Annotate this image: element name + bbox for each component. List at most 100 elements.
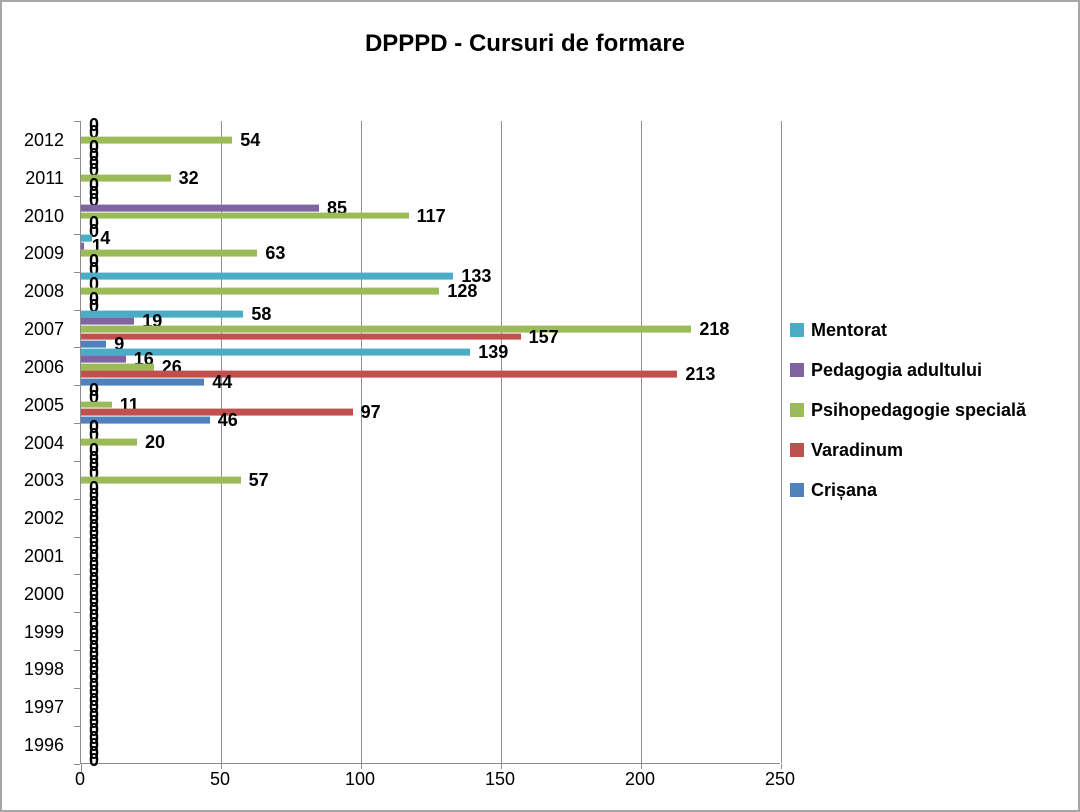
value-label: 0 <box>89 568 100 589</box>
value-label: 0 <box>89 500 100 521</box>
bar-slot: 0 <box>81 418 780 436</box>
bar-slot: 46 <box>81 411 780 429</box>
x-tick-label: 150 <box>484 769 516 789</box>
y-axis-tick <box>74 120 80 122</box>
gridline <box>220 121 222 763</box>
value-label: 0 <box>89 296 100 317</box>
bar-slot: 26 <box>81 358 780 376</box>
bar-slot: 0 <box>81 252 780 270</box>
legend-swatch-crisana-icon <box>790 483 804 497</box>
value-label: 0 <box>89 213 100 234</box>
value-label: 0 <box>89 515 100 536</box>
value-label: 0 <box>89 114 100 135</box>
x-axis-tick <box>220 764 222 769</box>
bar-slot: 0 <box>81 290 780 308</box>
value-label: 0 <box>89 447 100 468</box>
bar-slot: 0 <box>81 539 780 557</box>
bar-slot: 139 <box>81 343 780 361</box>
value-label: 157 <box>528 326 559 347</box>
x-tick-label: 0 <box>74 769 86 789</box>
x-axis-tick <box>360 764 362 769</box>
value-label: 0 <box>89 697 100 718</box>
bar-slot: 0 <box>81 479 780 497</box>
bar-slot: 157 <box>81 328 780 346</box>
y-axis-tick <box>74 725 80 727</box>
value-label: 0 <box>89 545 100 566</box>
bar-slot: 97 <box>81 403 780 421</box>
bar-slot: 1 <box>81 237 780 255</box>
bar-slot: 9 <box>81 335 780 353</box>
legend-label: Crișana <box>811 479 878 500</box>
category-row-2006: 139 16 26 213 44 <box>81 343 780 391</box>
bar-pedagogia-adultului <box>81 242 84 250</box>
value-label: 44 <box>212 371 233 392</box>
bar-slot: 0 <box>81 615 780 633</box>
bar-slot: 0 <box>81 736 780 754</box>
value-label: 117 <box>416 205 446 226</box>
bar-slot: 0 <box>81 585 780 603</box>
bar-slot: 58 <box>81 305 780 323</box>
year-label: 2011 <box>25 167 64 188</box>
bar-slot: 16 <box>81 350 780 368</box>
bar-slot: 0 <box>81 116 780 134</box>
bar-slot: 54 <box>81 131 780 149</box>
bar-psihopedagogie-speciala <box>81 212 409 219</box>
bar-varadinum <box>81 333 521 340</box>
bar-psihopedagogie-speciala <box>81 476 241 484</box>
legend-item-mentorat: Mentorat <box>790 310 1026 350</box>
value-label: 1 <box>91 235 102 256</box>
value-label: 9 <box>114 334 125 355</box>
bar-slot: 0 <box>81 161 780 179</box>
category-row-2011: 0 0 32 0 0 <box>81 154 780 202</box>
value-label: 0 <box>89 288 100 309</box>
bar-crisana <box>81 416 210 424</box>
bar-slot: 213 <box>81 365 780 383</box>
bar-pedagogia-adultului <box>81 204 319 212</box>
bar-psihopedagogie-speciala <box>81 439 137 446</box>
bar-varadinum <box>81 408 353 416</box>
bar-slot: 0 <box>81 176 780 194</box>
bar-crisana <box>81 378 205 386</box>
bar-slot: 0 <box>81 494 780 512</box>
value-label: 0 <box>89 576 100 597</box>
value-label: 0 <box>89 190 100 211</box>
bar-slot: 0 <box>81 623 780 641</box>
bar-slot: 44 <box>81 373 780 391</box>
value-label: 0 <box>89 145 100 166</box>
value-label: 0 <box>89 137 100 158</box>
bar-slot: 0 <box>81 638 780 656</box>
bar-slot: 133 <box>81 267 780 285</box>
x-axis-tick <box>640 764 642 769</box>
category-row-2009: 4 1 63 0 0 <box>81 229 780 278</box>
bar-slot: 0 <box>81 146 780 164</box>
y-axis-tick <box>74 498 80 500</box>
value-label: 0 <box>89 606 100 627</box>
value-label: 0 <box>89 152 100 173</box>
bar-slot: 57 <box>81 471 780 489</box>
bar-slot: 0 <box>81 653 780 671</box>
bar-slot: 0 <box>81 486 780 504</box>
legend-swatch-pedagogia-adultului-icon <box>790 363 804 377</box>
value-label: 0 <box>89 704 100 725</box>
year-label: 2004 <box>23 432 64 453</box>
bar-crisana <box>81 340 107 348</box>
year-label: 1997 <box>23 697 64 718</box>
legend-swatch-varadinum-icon <box>790 443 804 457</box>
year-label: 1998 <box>23 659 64 680</box>
value-label: 0 <box>89 417 100 438</box>
legend-label: Varadinum <box>811 439 904 460</box>
category-row-2003: 0 0 57 0 0 <box>81 456 780 504</box>
category-row-2004: 0 0 20 0 0 <box>81 418 780 467</box>
bar-slot: 0 <box>81 570 780 588</box>
value-label: 0 <box>89 583 100 604</box>
bar-pedagogia-adultului <box>81 318 135 325</box>
x-tick-label: 100 <box>344 769 376 789</box>
bar-slot: 0 <box>81 214 780 232</box>
value-label: 32 <box>178 167 199 188</box>
value-label: 57 <box>248 470 269 491</box>
year-label: 2012 <box>23 129 64 150</box>
year-label: 1996 <box>23 735 64 756</box>
x-tick-label: 250 <box>764 769 796 789</box>
